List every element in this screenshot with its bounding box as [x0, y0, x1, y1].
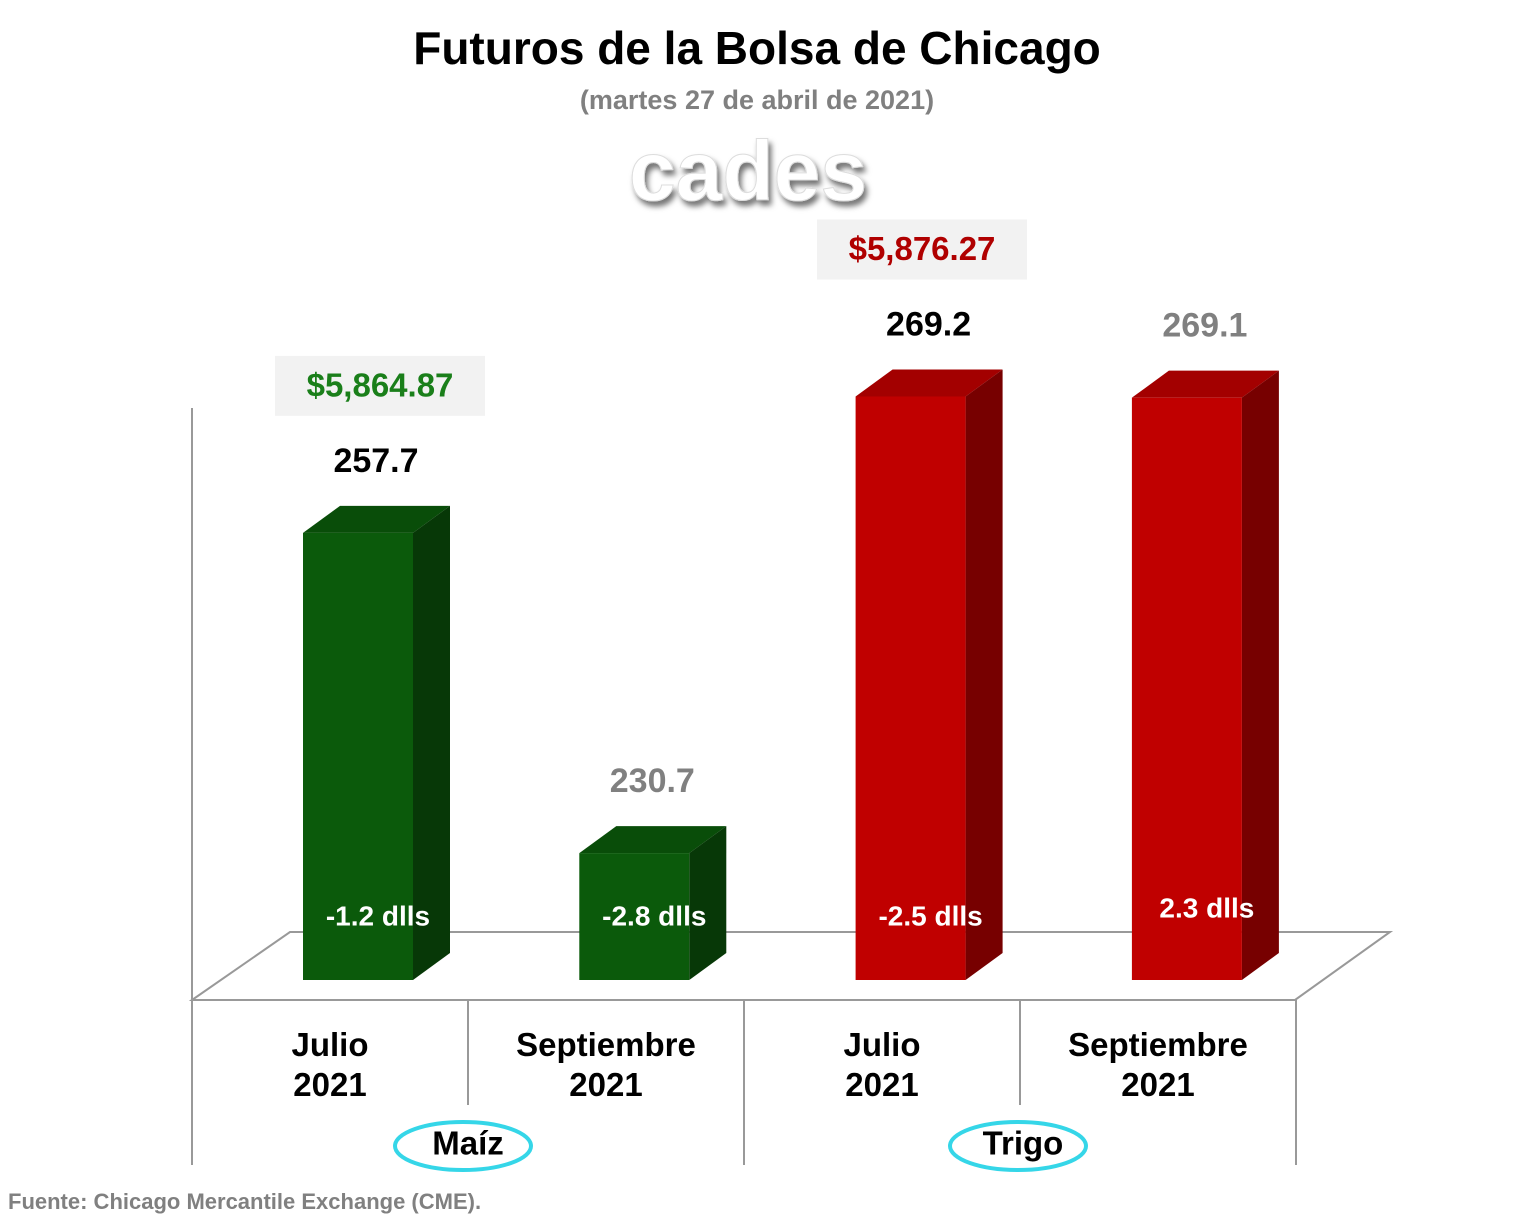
- chart-title: Futuros de la Bolsa de Chicago: [413, 22, 1101, 74]
- chart-subtitle: (martes 27 de abril de 2021): [580, 85, 934, 115]
- change-label: -2.8 dlls: [602, 900, 706, 931]
- bar-top: [855, 369, 1003, 397]
- bar: [855, 396, 966, 980]
- price-box: [275, 355, 485, 416]
- value-label: 269.2: [886, 305, 971, 343]
- bar-side: [965, 369, 1003, 980]
- change-label: -2.5 dlls: [878, 900, 982, 931]
- bar-side: [413, 505, 450, 980]
- value-label: 257.7: [333, 442, 418, 480]
- source: Fuente: Chicago Mercantile Exchange (CME…: [8, 1189, 481, 1214]
- bar: [303, 532, 413, 980]
- group-label: Maíz: [432, 1125, 504, 1162]
- x-tick-label: Julio 2021: [843, 1026, 921, 1103]
- bar-side: [1241, 370, 1279, 980]
- logo: cades: [629, 124, 867, 218]
- x-tick-label: Septiembre 2021: [516, 1026, 696, 1103]
- bar: [579, 853, 690, 980]
- frame: [188, 408, 1394, 1165]
- bar-top: [1131, 370, 1279, 398]
- x-tick-label: Septiembre 2021: [1068, 1026, 1248, 1103]
- change-label: 2.3 dlls: [1159, 892, 1254, 923]
- price-box: [817, 219, 1027, 280]
- bar: [1131, 397, 1242, 980]
- bar-side: [689, 826, 727, 980]
- group-oval: [393, 1120, 533, 1172]
- bar-top: [303, 505, 450, 533]
- bar-top: [579, 826, 727, 854]
- value-label: 230.7: [610, 762, 695, 800]
- value-label: 269.1: [1162, 307, 1247, 345]
- group-oval: [948, 1120, 1088, 1172]
- x-tick-label: Julio 2021: [291, 1026, 369, 1103]
- price-label: $5,864.87: [307, 367, 454, 404]
- price-label: $5,876.27: [849, 230, 996, 267]
- change-label: -1.2 dlls: [326, 900, 430, 931]
- group-label: Trigo: [983, 1125, 1064, 1162]
